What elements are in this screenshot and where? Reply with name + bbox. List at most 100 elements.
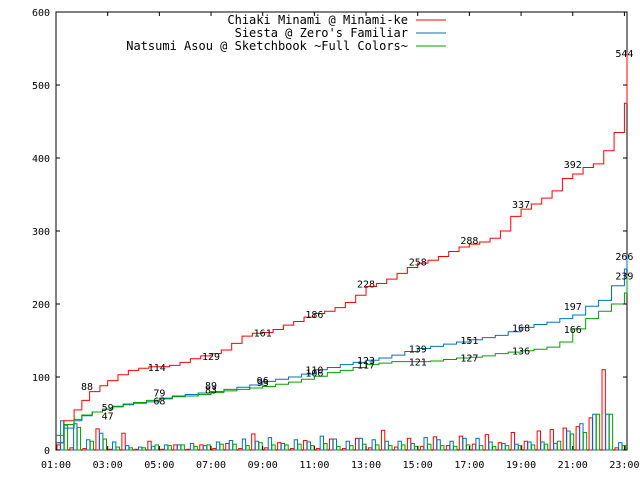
bar <box>329 438 334 451</box>
bar <box>517 445 523 451</box>
bar <box>228 440 234 451</box>
y-tick-label: 0 <box>44 446 50 457</box>
bar <box>125 445 130 451</box>
bar <box>316 448 321 451</box>
bar <box>115 446 120 451</box>
bar <box>566 430 571 451</box>
bar <box>215 441 221 451</box>
bar <box>527 441 532 451</box>
data-label: 88 <box>81 382 93 393</box>
data-label: 166 <box>564 325 582 336</box>
data-label: 258 <box>409 258 427 269</box>
data-label: 544 <box>615 49 633 60</box>
legend-label: Natsumi Asou @ Sketchbook ~Full Colors~ <box>126 39 408 53</box>
data-label: 197 <box>564 302 582 313</box>
bar <box>284 444 289 451</box>
bar <box>471 443 477 451</box>
bar <box>410 442 415 451</box>
data-label: 79 <box>153 388 165 399</box>
bar <box>453 445 458 451</box>
legend-label: Siesta @ Zero's Familiar <box>235 26 408 40</box>
bar <box>225 442 230 451</box>
x-tick-label: 03:00 <box>93 460 123 471</box>
bar <box>553 442 558 451</box>
data-label: 47 <box>102 412 114 423</box>
x-tick-label: 19:00 <box>506 460 536 471</box>
bar <box>69 447 74 451</box>
bar <box>530 444 536 451</box>
bar <box>160 448 165 451</box>
bar <box>618 442 623 451</box>
data-label: 59 <box>102 403 114 414</box>
series-line <box>56 275 628 436</box>
bar <box>99 432 104 451</box>
x-tick-label: 23:00 <box>609 460 639 471</box>
series-line <box>56 52 628 444</box>
bar <box>76 426 82 451</box>
bar <box>137 446 143 451</box>
bar <box>176 444 182 451</box>
bar <box>323 442 328 451</box>
data-label: 123 <box>357 356 375 367</box>
bar <box>232 443 237 451</box>
bar <box>180 444 185 451</box>
bar <box>384 440 389 451</box>
bar <box>154 444 159 451</box>
bar <box>406 437 412 451</box>
bar <box>163 444 169 451</box>
bar <box>147 440 152 451</box>
x-tick-label: 01:00 <box>41 460 71 471</box>
bar <box>445 445 451 451</box>
bar <box>449 440 454 451</box>
x-tick-label: 11:00 <box>299 460 329 471</box>
bar <box>397 440 402 451</box>
data-label: 83 <box>205 385 217 396</box>
bar <box>342 448 347 451</box>
bar <box>134 448 139 451</box>
bar <box>349 445 354 451</box>
bar <box>536 430 541 451</box>
axis-ticks: 0 100 200 300 400 500 600 01:00 03:00 05:00 07:00 0… <box>32 8 640 471</box>
bar <box>258 442 263 451</box>
line-layer <box>56 52 628 444</box>
bar <box>367 447 373 451</box>
bar <box>56 444 61 451</box>
data-label: 266 <box>615 252 633 263</box>
bar <box>82 448 87 451</box>
bar <box>332 438 337 451</box>
data-label: 96 <box>257 376 269 387</box>
bar <box>608 413 614 451</box>
data-label: 392 <box>564 160 582 171</box>
bar <box>514 443 519 451</box>
bar <box>523 440 529 451</box>
bar <box>280 442 286 451</box>
bar <box>336 445 341 451</box>
data-label: 161 <box>254 328 272 339</box>
bar <box>605 413 610 451</box>
x-tick-label: 09:00 <box>248 460 278 471</box>
bar <box>479 445 484 451</box>
data-label: 228 <box>357 280 375 291</box>
bar <box>212 448 217 451</box>
bar <box>549 429 554 451</box>
bar <box>354 437 360 451</box>
bar <box>504 445 510 451</box>
bar <box>501 442 506 451</box>
bar <box>488 441 493 451</box>
data-label: 136 <box>512 347 530 358</box>
bar <box>238 448 243 451</box>
bar <box>193 445 198 451</box>
bar <box>86 439 91 451</box>
bar <box>484 434 490 451</box>
bar <box>475 437 480 451</box>
plot-frame <box>55 11 628 451</box>
y-tick-label: 400 <box>32 154 50 165</box>
bar <box>371 439 376 451</box>
data-label: 117 <box>357 361 375 372</box>
data-label: 168 <box>512 323 530 334</box>
bar <box>271 444 276 451</box>
bar-layer <box>56 369 627 451</box>
data-label: 139 <box>409 345 427 356</box>
data-label: 151 <box>460 336 478 347</box>
